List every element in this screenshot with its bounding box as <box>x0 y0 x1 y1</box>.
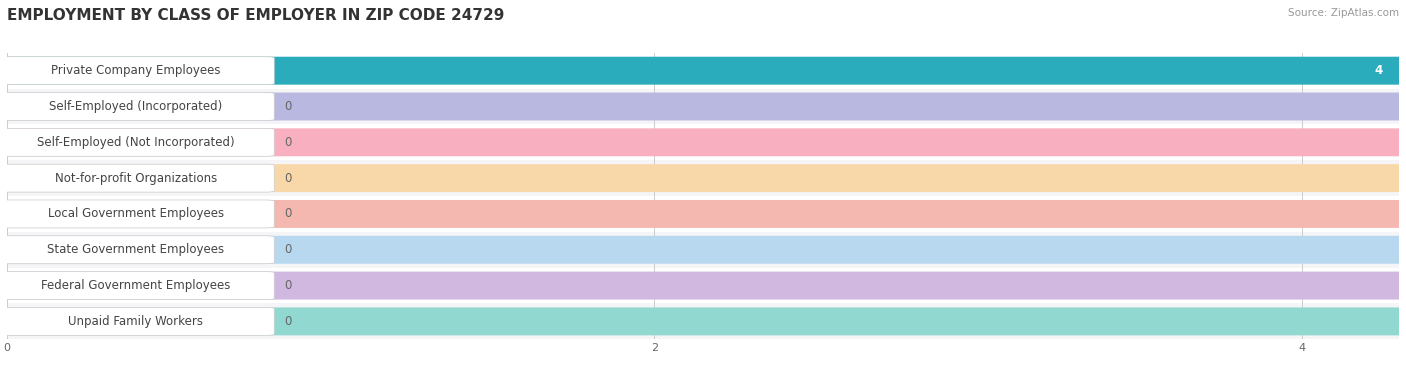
FancyBboxPatch shape <box>0 236 1406 264</box>
FancyBboxPatch shape <box>0 164 274 192</box>
FancyBboxPatch shape <box>0 57 274 85</box>
Text: Private Company Employees: Private Company Employees <box>51 64 221 77</box>
Text: Unpaid Family Workers: Unpaid Family Workers <box>69 315 204 328</box>
Text: 0: 0 <box>284 136 291 149</box>
FancyBboxPatch shape <box>7 89 1399 124</box>
Text: Self-Employed (Not Incorporated): Self-Employed (Not Incorporated) <box>37 136 235 149</box>
FancyBboxPatch shape <box>7 196 1399 232</box>
FancyBboxPatch shape <box>7 303 1399 339</box>
FancyBboxPatch shape <box>0 307 1406 336</box>
Text: 0: 0 <box>284 172 291 185</box>
FancyBboxPatch shape <box>7 53 1399 89</box>
Text: Self-Employed (Incorporated): Self-Employed (Incorporated) <box>49 100 222 113</box>
FancyBboxPatch shape <box>0 200 1406 228</box>
Text: Not-for-profit Organizations: Not-for-profit Organizations <box>55 172 217 185</box>
FancyBboxPatch shape <box>0 200 274 228</box>
FancyBboxPatch shape <box>7 160 1399 196</box>
FancyBboxPatch shape <box>0 128 1406 156</box>
FancyBboxPatch shape <box>7 232 1399 268</box>
FancyBboxPatch shape <box>0 236 274 264</box>
FancyBboxPatch shape <box>0 307 274 336</box>
FancyBboxPatch shape <box>0 128 274 156</box>
Text: Federal Government Employees: Federal Government Employees <box>41 279 231 292</box>
FancyBboxPatch shape <box>0 92 274 121</box>
Text: State Government Employees: State Government Employees <box>48 243 225 256</box>
Text: 0: 0 <box>284 100 291 113</box>
Text: 0: 0 <box>284 207 291 221</box>
Text: 4: 4 <box>1375 64 1382 77</box>
Text: 0: 0 <box>284 243 291 256</box>
FancyBboxPatch shape <box>7 268 1399 303</box>
FancyBboxPatch shape <box>0 271 274 300</box>
FancyBboxPatch shape <box>0 164 1406 192</box>
Text: Local Government Employees: Local Government Employees <box>48 207 224 221</box>
Text: 0: 0 <box>284 315 291 328</box>
FancyBboxPatch shape <box>7 124 1399 160</box>
FancyBboxPatch shape <box>0 57 1406 85</box>
Text: Source: ZipAtlas.com: Source: ZipAtlas.com <box>1288 8 1399 18</box>
FancyBboxPatch shape <box>0 271 1406 300</box>
FancyBboxPatch shape <box>0 92 1406 121</box>
Text: EMPLOYMENT BY CLASS OF EMPLOYER IN ZIP CODE 24729: EMPLOYMENT BY CLASS OF EMPLOYER IN ZIP C… <box>7 8 505 23</box>
Text: 0: 0 <box>284 279 291 292</box>
